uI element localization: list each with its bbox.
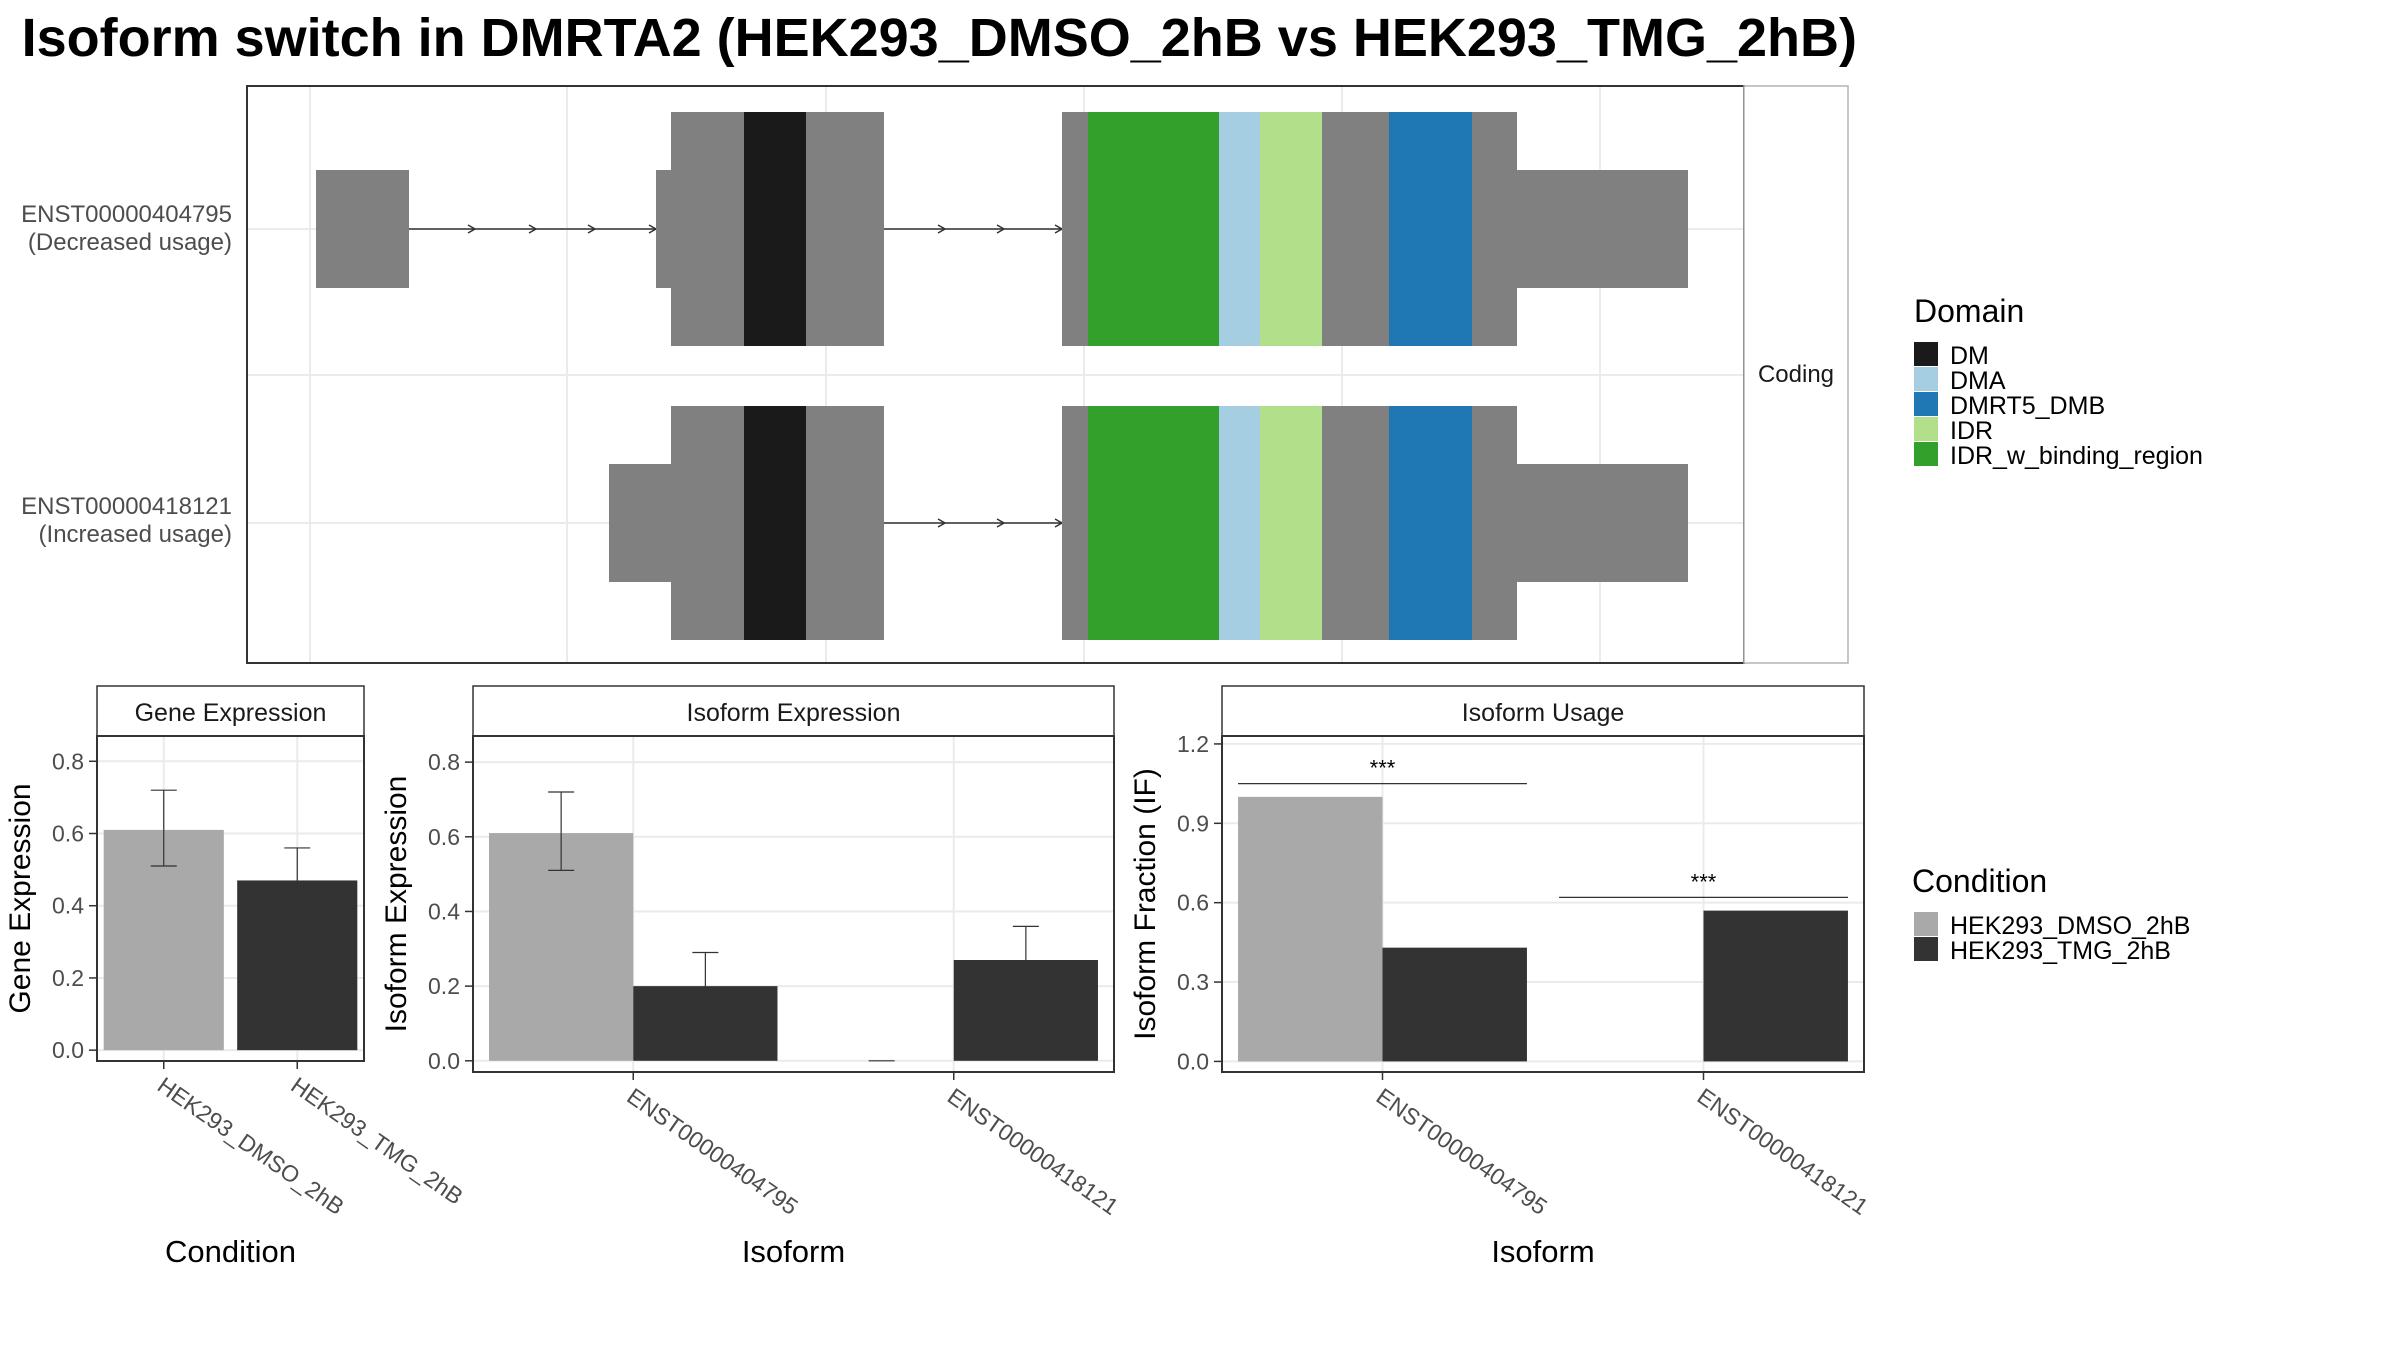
legend-key-dm — [1914, 342, 1938, 366]
utr-exon — [656, 170, 671, 288]
y-tick-label: 0.0 — [428, 1048, 460, 1074]
intron-arrow — [996, 518, 1006, 528]
x-axis-title: Isoform — [1491, 1234, 1594, 1269]
legend-label-dm: DM — [1950, 342, 1989, 370]
intron-arrow — [937, 518, 947, 528]
y-tick-label: 0.8 — [428, 749, 460, 775]
y-tick-label: 0.4 — [52, 893, 84, 919]
transcript-1-id: ENST00000404795 — [21, 201, 232, 228]
strip-0 — [96, 685, 365, 737]
y-tick-label: 0.0 — [52, 1037, 84, 1063]
x-tick-label: ENST00000404795 — [1372, 1083, 1552, 1220]
intron-arrow — [996, 224, 1006, 234]
y-tick-label: 0.2 — [428, 973, 460, 999]
x-tick-label: ENST00000418121 — [943, 1083, 1123, 1220]
transcript-1-usage: (Decreased usage) — [28, 229, 232, 256]
significance-label: *** — [1691, 869, 1717, 894]
x-axis-title: Condition — [165, 1234, 296, 1269]
legend-label-dma: DMA — [1950, 367, 2006, 395]
coding-strip-label: Coding — [1758, 361, 1834, 388]
utr-exon — [1517, 464, 1688, 582]
domain-idr-binding — [1088, 112, 1219, 346]
transcript-2-usage: (Increased usage) — [39, 521, 232, 548]
transcript-panel: Coding ENST00000404795 (Decreased usage)… — [21, 85, 1849, 664]
y-tick-label: 0.9 — [1177, 810, 1209, 836]
intron-arrow — [467, 224, 477, 234]
intron-arrow — [587, 224, 597, 234]
legend-label-tmg: HEK293_TMG_2hB — [1950, 937, 2171, 965]
strip-2 — [1221, 685, 1865, 737]
domain-dm — [744, 112, 806, 346]
domain-legend-title: Domain — [1914, 293, 2024, 329]
domain-dma — [1219, 406, 1260, 640]
domain-dm — [744, 406, 806, 640]
panel-border — [96, 735, 365, 1062]
y-tick-label: 1.2 — [1177, 731, 1209, 757]
legend-label-dmrt5-dmb: DMRT5_DMB — [1950, 392, 2105, 420]
domain-dmrt5-dmb — [1389, 406, 1472, 640]
coding-strip — [1743, 85, 1849, 664]
strip-title: Gene Expression — [135, 699, 327, 727]
strip-1 — [472, 685, 1115, 737]
legend-key-idr — [1914, 417, 1938, 441]
domain-dmrt5-dmb — [1389, 112, 1472, 346]
bar-hek293-dmso-2hb — [489, 833, 634, 1061]
strip-title: Isoform Usage — [1462, 699, 1625, 727]
intron-arrow — [937, 224, 947, 234]
domain-idr-binding — [1088, 406, 1219, 640]
legend-label-idr: IDR — [1950, 417, 1993, 445]
legend-key-tmg — [1914, 937, 1938, 961]
y-axis-title: Gene Expression — [4, 783, 37, 1013]
y-tick-label: 0.0 — [1177, 1048, 1209, 1074]
condition-legend-title: Condition — [1912, 863, 2047, 899]
y-tick-label: 0.2 — [52, 965, 84, 991]
significance-label: *** — [1370, 756, 1396, 781]
legend-label-idr-binding: IDR_w_binding_region — [1950, 442, 2203, 470]
panel-border — [472, 735, 1115, 1073]
utr-exon — [1517, 170, 1688, 288]
y-axis-title: Isoform Expression — [380, 776, 413, 1033]
legend-key-idr-binding — [1914, 442, 1938, 466]
panel-border — [1221, 735, 1865, 1073]
bar-hek293-tmg-2hb — [1382, 947, 1527, 1062]
y-tick-label: 0.3 — [1177, 969, 1209, 995]
bar-hek293-dmso-2hb — [1238, 796, 1383, 1062]
y-tick-label: 0.6 — [428, 824, 460, 850]
y-tick-label: 0.6 — [1177, 890, 1209, 916]
x-tick-label: ENST00000418121 — [1693, 1083, 1873, 1220]
y-tick-label: 0.6 — [52, 821, 84, 847]
transcript-structures — [316, 112, 1688, 640]
isoform-usage-panel: Isoform Usage 0.0 0.3 0.6 0.9 1.2 *** *** ENST00… — [1129, 685, 1873, 1269]
bar-hek293-tmg-2hb — [1703, 910, 1848, 1062]
domain-legend: Domain DM DMA DMRT5_DMB IDR IDR_w_bindin… — [1914, 293, 2203, 470]
domain-dma — [1219, 112, 1260, 346]
x-tick-label: ENST00000404795 — [622, 1083, 802, 1220]
legend-key-dma — [1914, 367, 1938, 391]
isoform-expression-panel: Isoform Expression 0.0 0.2 0.4 0.6 0.8 ENST000… — [380, 685, 1123, 1269]
transcript-2-id: ENST00000418121 — [21, 493, 232, 520]
y-tick-label: 0.4 — [428, 898, 460, 924]
legend-label-dmso: HEK293_DMSO_2hB — [1950, 912, 2190, 940]
legend-key-dmso — [1914, 912, 1938, 936]
intron-arrow — [528, 224, 538, 234]
x-axis-title: Isoform — [742, 1234, 845, 1269]
utr-exon — [316, 170, 409, 288]
condition-legend: Condition HEK293_DMSO_2hB HEK293_TMG_2hB — [1912, 863, 2190, 965]
figure-title: Isoform switch in DMRTA2 (HEK293_DMSO_2h… — [22, 8, 1857, 68]
strip-title: Isoform Expression — [687, 699, 901, 727]
domain-idr — [1260, 406, 1322, 640]
legend-key-dmrt5-dmb — [1914, 392, 1938, 416]
y-tick-label: 0.8 — [52, 748, 84, 774]
y-axis-title: Isoform Fraction (IF) — [1129, 768, 1162, 1040]
utr-exon — [609, 464, 671, 582]
domain-idr — [1260, 112, 1322, 346]
bar-hek293-dmso-2hb — [103, 829, 224, 1051]
